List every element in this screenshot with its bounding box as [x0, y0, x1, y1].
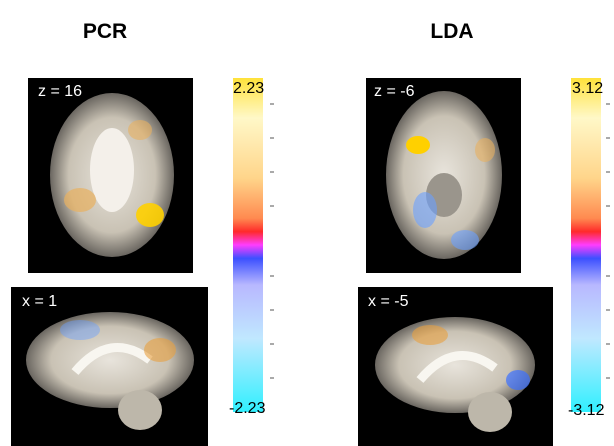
panel-title: PCR	[83, 20, 127, 43]
colorbar-min: -3.12	[568, 402, 605, 419]
activation	[136, 203, 164, 227]
slice-label: z = 16	[38, 83, 82, 100]
activation	[451, 230, 479, 250]
colorbar-ticks	[606, 104, 610, 378]
cerebellum	[118, 390, 162, 430]
colorbar	[571, 78, 601, 412]
activation	[64, 188, 96, 212]
panel-pcr: PCR z = 16 x = 1 2.23 -2.23	[11, 20, 274, 446]
activation	[413, 192, 437, 228]
colorbar	[233, 78, 263, 412]
slice-label: x = 1	[22, 293, 57, 310]
activation	[406, 136, 430, 154]
activation	[60, 320, 100, 340]
slice-label: x = -5	[368, 293, 409, 310]
figure: PCR z = 16 x = 1 2.23 -2.23 LDA z = -6	[0, 0, 614, 446]
colorbar-max: 3.12	[572, 80, 603, 97]
panel-lda: LDA z = -6 x = -5 3.12 -3.12	[358, 20, 610, 446]
activation	[412, 325, 448, 345]
activation	[128, 120, 152, 140]
panel-title: LDA	[430, 20, 473, 43]
colorbar-ticks	[270, 104, 274, 378]
brain-core	[90, 128, 134, 212]
colorbar-min: -2.23	[229, 400, 266, 417]
activation	[144, 338, 176, 362]
activation	[506, 370, 530, 390]
cerebellum	[468, 392, 512, 432]
brain	[375, 317, 535, 413]
colorbar-max: 2.23	[233, 80, 264, 97]
slice-label: z = -6	[374, 83, 415, 100]
activation	[475, 138, 495, 162]
